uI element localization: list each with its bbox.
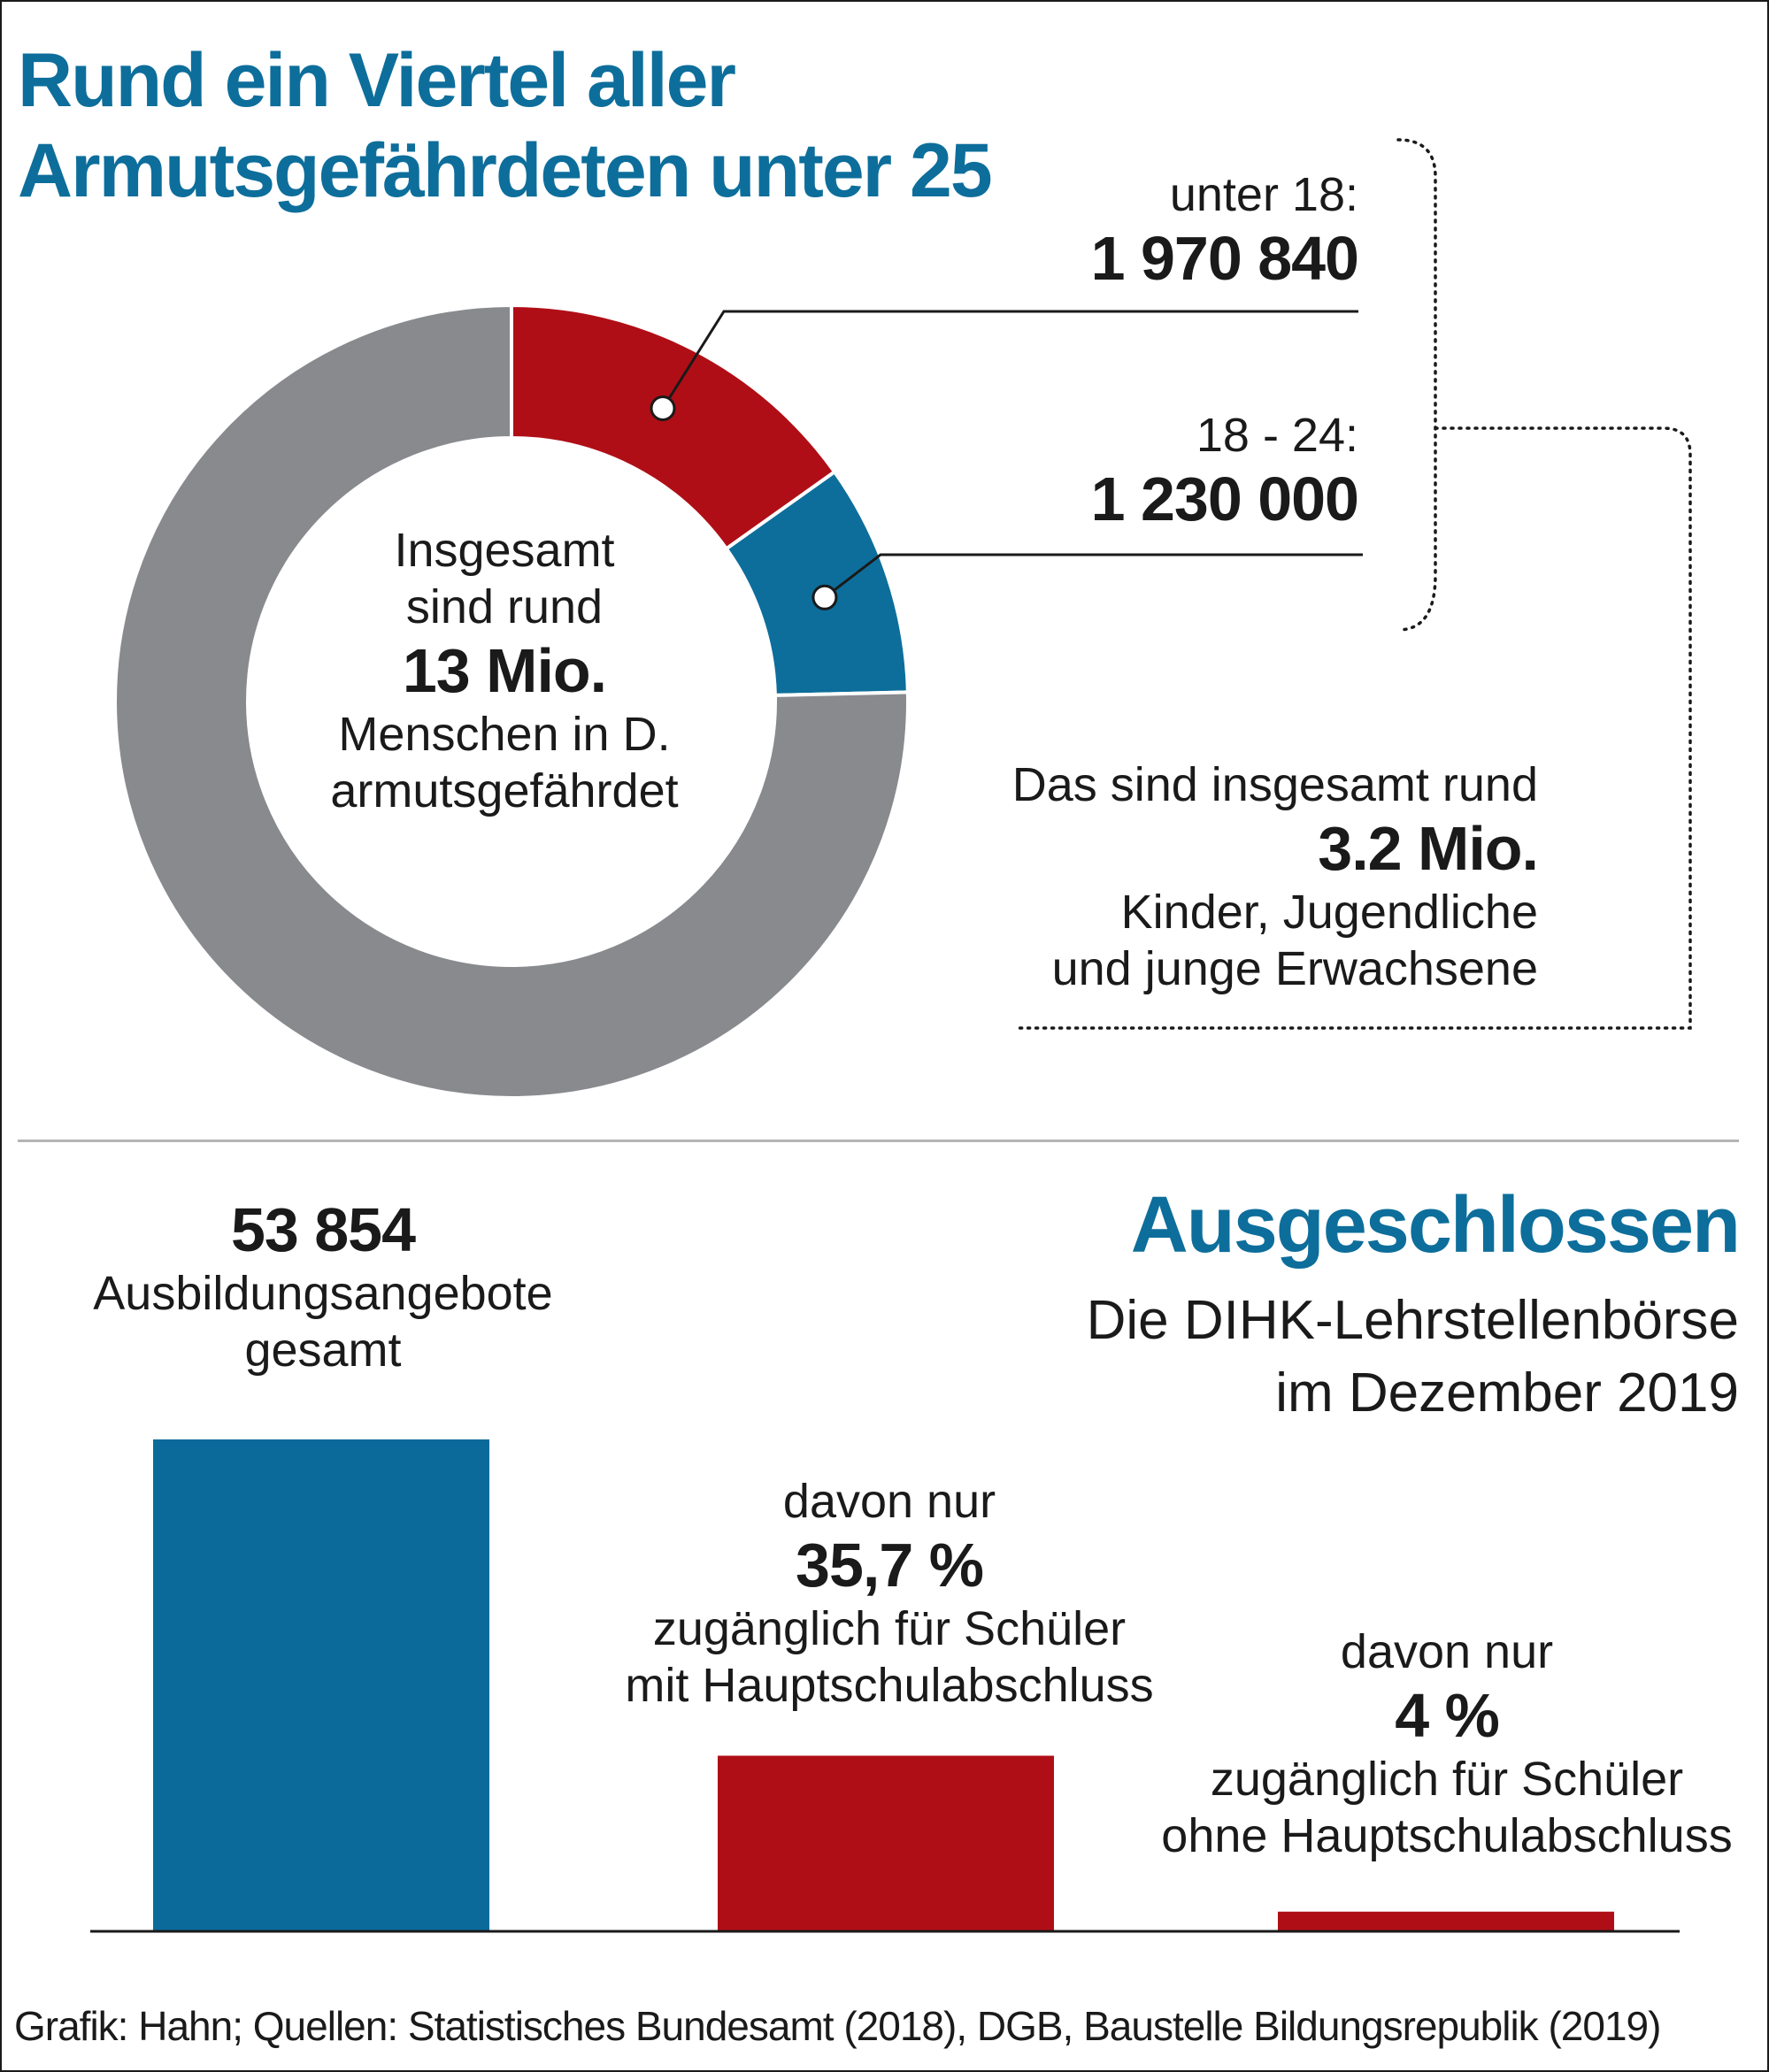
page-title: Rund ein Viertel aller Armutsgefährdeten… (18, 35, 1080, 216)
callout-line-under18 (661, 310, 1358, 410)
donut-center-line-1: Insgesamt (394, 524, 615, 577)
bar2-value-label: 35,7 % (796, 1531, 984, 1600)
section-subtitle-line-1: Die DIHK-Lehrstellenbörse (1086, 1290, 1739, 1351)
section-subtitle: Die DIHK-Lehrstellenbörse im Dezember 20… (942, 1285, 1739, 1430)
bar2-line-1: zugänglich für Schüler (652, 1602, 1127, 1655)
callout-dot-under18 (650, 395, 676, 422)
donut-center-line-2: sind rund (405, 580, 604, 633)
donut-slice-rest (113, 303, 910, 1100)
summary-box-dotted (1016, 426, 1692, 1030)
bar-chart (90, 1439, 1680, 1933)
callout-18-24-label: 18 - 24: (1196, 409, 1358, 462)
donut-center-line-4: armutsgefährdet (330, 764, 679, 817)
summary-line-2: Kinder, Jugendliche (1120, 886, 1538, 939)
bar1-line-2: gesamt (244, 1324, 402, 1377)
summary-line-1: Das sind insgesamt rund (1011, 758, 1538, 811)
bar3-line-1: zugänglich für Schüler (1210, 1753, 1684, 1806)
donut-center-value: 13 Mio. (402, 636, 607, 705)
callout-line-18-24 (824, 553, 1363, 599)
donut-chart (113, 303, 910, 1100)
bar2-prefix: davon nur (782, 1475, 996, 1528)
bar3-label: davon nur 4 % zugänglich für Schüler ohn… (1133, 1623, 1761, 1864)
bar-2 (718, 1755, 1054, 1931)
section-subtitle-line-2: im Dezember 2019 (1275, 1362, 1739, 1424)
donut-center-text: Insgesamt sind rund 13 Mio. Menschen in … (292, 522, 717, 819)
callout-lines (650, 138, 1692, 1030)
bar-1 (153, 1439, 489, 1931)
summary-line-3: und junge Erwachsene (1051, 942, 1538, 995)
callout-under18: unter 18: 1 970 840 (911, 166, 1359, 294)
callout-under18-value: 1 970 840 (1090, 224, 1359, 293)
callout-18-24: 18 - 24: 1 230 000 (911, 407, 1359, 534)
bar3-prefix: davon nur (1340, 1625, 1554, 1678)
bar3-line-2: ohne Hauptschulabschluss (1161, 1809, 1733, 1862)
title-line-2: Armutsgefährdeten unter 25 (18, 128, 993, 213)
donut-slice-under18 (510, 303, 837, 552)
section-title: Ausgeschlossen (1130, 1181, 1741, 1270)
bracket-dotted (1396, 138, 1437, 632)
bar-3 (1278, 1911, 1614, 1931)
callout-under18-label: unter 18: (1169, 168, 1358, 221)
bar2-line-2: mit Hauptschulabschluss (625, 1659, 1154, 1712)
summary-value: 3.2 Mio. (1318, 814, 1539, 883)
section-divider (18, 1140, 1739, 1142)
callout-18-24-value: 1 230 000 (1090, 464, 1359, 533)
donut-center-line-3: Menschen in D. (338, 708, 671, 761)
callout-dot-18-24 (811, 584, 838, 610)
bar3-value-label: 4 % (1395, 1681, 1500, 1750)
summary-text: Das sind insgesamt rund 3.2 Mio. Kinder,… (956, 756, 1539, 997)
title-line-1: Rund ein Viertel aller (18, 38, 736, 123)
source-footer: Grafik: Hahn; Quellen: Statistisches Bun… (14, 2003, 1661, 2049)
bar2-label: davon nur 35,7 % zugänglich für Schüler … (584, 1473, 1195, 1714)
bar1-value-label: 53 854 (230, 1195, 416, 1264)
bar1-label: 53 854 Ausbildungsangebote gesamt (53, 1194, 593, 1378)
bar1-line-1: Ausbildungsangebote (93, 1267, 553, 1320)
